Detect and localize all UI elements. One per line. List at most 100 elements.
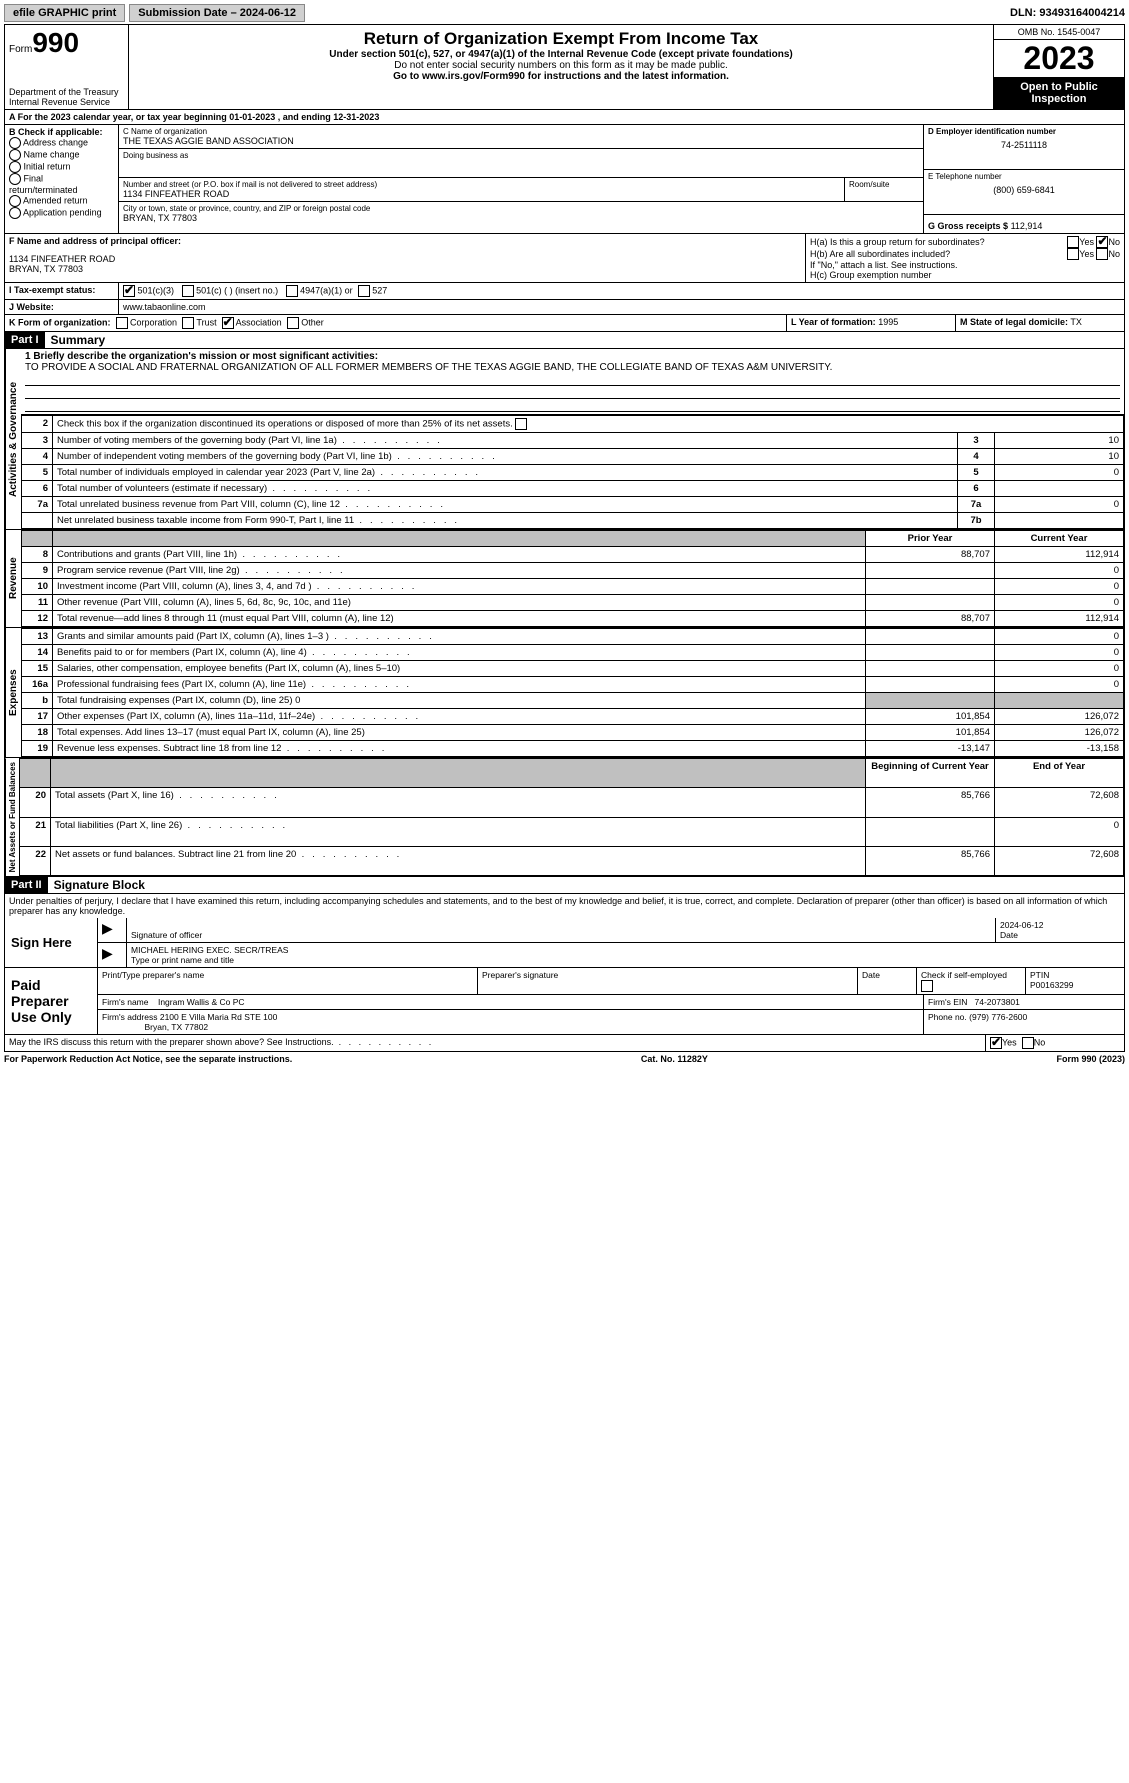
line15: Salaries, other compensation, employee b…: [57, 663, 400, 674]
mission-text: TO PROVIDE A SOCIAL AND FRATERNAL ORGANI…: [25, 362, 1120, 373]
c8: 112,914: [995, 547, 1124, 563]
cb-trust[interactable]: [182, 317, 194, 329]
ssn-notice: Do not enter social security numbers on …: [133, 60, 989, 71]
org-name: THE TEXAS AGGIE BAND ASSOCIATION: [123, 136, 919, 146]
form-title: Return of Organization Exempt From Incom…: [133, 29, 989, 49]
ptin-value: P00163299: [1030, 980, 1074, 990]
e20: 72,608: [995, 788, 1124, 817]
form-footer: Form 990 (2023): [1056, 1054, 1125, 1064]
sign-here-label: Sign Here: [5, 918, 98, 967]
c18: 126,072: [995, 725, 1124, 741]
line1-q: 1 Briefly describe the organization's mi…: [25, 351, 1120, 362]
cb-hb-yes[interactable]: [1067, 248, 1079, 260]
cb-501c[interactable]: [182, 285, 194, 297]
cb-4947[interactable]: [286, 285, 298, 297]
cb-name-change[interactable]: [9, 149, 21, 161]
c17: 126,072: [995, 709, 1124, 725]
val3: 10: [995, 433, 1124, 449]
vlabel-revenue: Revenue: [5, 530, 21, 627]
prep-date-label: Date: [862, 970, 880, 980]
cb-discuss-yes[interactable]: [990, 1037, 1002, 1049]
part1-title: Summary: [45, 333, 106, 347]
sig-officer-label: Signature of officer: [131, 930, 202, 940]
cb-501c3[interactable]: [123, 285, 135, 297]
website-url[interactable]: www.tabaonline.com: [123, 302, 206, 312]
part1-header: Part I: [5, 332, 45, 348]
cb-hb-no[interactable]: [1096, 248, 1108, 260]
efile-button[interactable]: efile GRAPHIC print: [4, 4, 125, 22]
p10: [866, 579, 995, 595]
officer-addr1: 1134 FINFEATHER ROAD: [9, 254, 801, 264]
c13: 0: [995, 629, 1124, 645]
street-address: 1134 FINFEATHER ROAD: [123, 189, 840, 199]
cb-amended[interactable]: [9, 195, 21, 207]
cb-discuss-no[interactable]: [1022, 1037, 1034, 1049]
omb-number: OMB No. 1545-0047: [994, 25, 1124, 40]
c16a: 0: [995, 677, 1124, 693]
b20: 85,766: [866, 788, 995, 817]
line11: Other revenue (Part VIII, column (A), li…: [57, 597, 351, 608]
arrow-icon: ▶: [102, 920, 113, 936]
cb-initial[interactable]: [9, 161, 21, 173]
p9: [866, 563, 995, 579]
arrow-icon-2: ▶: [102, 945, 113, 961]
line20: Total assets (Part X, line 16): [55, 790, 174, 801]
cb-line2[interactable]: [515, 418, 527, 430]
line6: Total number of volunteers (estimate if …: [57, 483, 267, 494]
officer-name: MICHAEL HERING EXEC. SECR/TREAS: [131, 945, 1120, 955]
form-header: Form990 Department of the Treasury Inter…: [4, 24, 1125, 110]
c11: 0: [995, 595, 1124, 611]
line7b: Net unrelated business taxable income fr…: [57, 515, 354, 526]
phone-value: (800) 659-6841: [928, 181, 1120, 195]
i-501c3: 501(c)(3): [138, 285, 175, 295]
cb-address-change[interactable]: [9, 137, 21, 149]
j-label: J Website:: [9, 302, 54, 312]
b22: 85,766: [866, 847, 995, 876]
line18: Total expenses. Add lines 13–17 (must eq…: [57, 727, 365, 738]
cb-final[interactable]: [9, 173, 21, 185]
hb-note: If "No," attach a list. See instructions…: [810, 260, 1120, 270]
cb-other[interactable]: [287, 317, 299, 329]
cb-corp[interactable]: [116, 317, 128, 329]
part2-header: Part II: [5, 877, 48, 893]
city-state-zip: BRYAN, TX 77803: [123, 213, 919, 223]
col-eoy: End of Year: [995, 759, 1124, 788]
ein-label: D Employer identification number: [928, 127, 1120, 136]
line3: Number of voting members of the governin…: [57, 435, 337, 446]
b-opt-5: Application pending: [23, 207, 102, 217]
gross-label: G Gross receipts $: [928, 221, 1008, 231]
year-formation: 1995: [878, 317, 898, 327]
col-boy: Beginning of Current Year: [866, 759, 995, 788]
hb-no: No: [1108, 249, 1120, 259]
dln: DLN: 93493164004214: [1010, 7, 1125, 19]
cb-527[interactable]: [358, 285, 370, 297]
ha-no: No: [1108, 237, 1120, 247]
hb-yes: Yes: [1079, 249, 1094, 259]
line-a: A For the 2023 calendar year, or tax yea…: [5, 110, 1124, 124]
cb-pending[interactable]: [9, 207, 21, 219]
line13: Grants and similar amounts paid (Part IX…: [57, 631, 329, 642]
ptin-label: PTIN: [1030, 970, 1049, 980]
goto-link[interactable]: Go to www.irs.gov/Form990 for instructio…: [133, 71, 989, 82]
col-current: Current Year: [995, 531, 1124, 547]
line16b: Total fundraising expenses (Part IX, col…: [57, 695, 300, 706]
firm-city: Bryan, TX 77802: [145, 1022, 209, 1032]
gross-receipts: 112,914: [1011, 221, 1043, 231]
k-other: Other: [301, 317, 324, 327]
form-word: Form: [9, 44, 32, 55]
line19: Revenue less expenses. Subtract line 18 …: [57, 743, 281, 754]
self-emp-label: Check if self-employed: [921, 970, 1007, 980]
cb-ha-yes[interactable]: [1067, 236, 1079, 248]
vlabel-netassets: Net Assets or Fund Balances: [5, 758, 19, 876]
m-label: M State of legal domicile:: [960, 317, 1068, 327]
cb-assoc[interactable]: [222, 317, 234, 329]
line14: Benefits paid to or for members (Part IX…: [57, 647, 307, 658]
cb-ha-no[interactable]: [1096, 236, 1108, 248]
firm-name: Ingram Wallis & Co PC: [158, 997, 245, 1007]
line2: Check this box if the organization disco…: [57, 419, 513, 430]
city-label: City or town, state or province, country…: [123, 204, 919, 213]
c10: 0: [995, 579, 1124, 595]
val7a: 0: [995, 497, 1124, 513]
cb-self-employed[interactable]: [921, 980, 933, 992]
cat-no: Cat. No. 11282Y: [641, 1054, 708, 1064]
